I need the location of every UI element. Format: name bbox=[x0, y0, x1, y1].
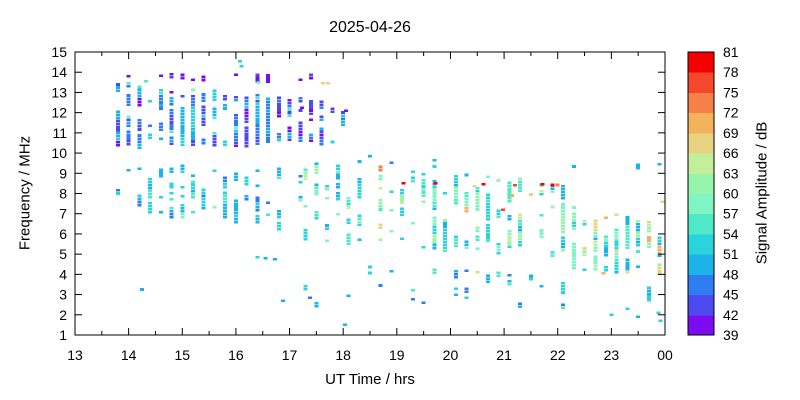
colorbar-tick-labels: 39 42 45 48 51 54 57 60 63 66 69 72 75 78 81 bbox=[723, 44, 739, 343]
svg-text:69: 69 bbox=[723, 125, 739, 141]
svg-text:7: 7 bbox=[59, 206, 67, 222]
svg-text:39: 39 bbox=[723, 327, 739, 343]
svg-text:66: 66 bbox=[723, 145, 739, 161]
svg-text:20: 20 bbox=[443, 347, 459, 363]
svg-text:8: 8 bbox=[59, 186, 67, 202]
svg-text:21: 21 bbox=[496, 347, 512, 363]
svg-text:78: 78 bbox=[723, 64, 739, 80]
svg-text:57: 57 bbox=[723, 206, 739, 222]
svg-text:51: 51 bbox=[723, 246, 739, 262]
svg-text:5: 5 bbox=[59, 246, 67, 262]
svg-text:4: 4 bbox=[59, 266, 67, 282]
svg-text:15: 15 bbox=[174, 347, 190, 363]
y-axis-label: Frequency / MHz bbox=[16, 135, 34, 251]
svg-text:1: 1 bbox=[59, 327, 67, 343]
svg-text:14: 14 bbox=[121, 347, 137, 363]
svg-text:6: 6 bbox=[59, 226, 67, 242]
svg-text:23: 23 bbox=[604, 347, 620, 363]
svg-text:12: 12 bbox=[51, 105, 67, 121]
svg-text:13: 13 bbox=[67, 347, 83, 363]
svg-text:75: 75 bbox=[723, 84, 739, 100]
svg-text:48: 48 bbox=[723, 266, 739, 282]
x-tick-labels: 13 14 15 16 17 18 19 20 21 22 23 00 bbox=[67, 347, 673, 363]
svg-text:2: 2 bbox=[59, 307, 67, 323]
colorbar bbox=[687, 51, 715, 336]
svg-text:11: 11 bbox=[52, 125, 67, 141]
svg-text:14: 14 bbox=[51, 64, 67, 80]
svg-text:15: 15 bbox=[51, 44, 67, 60]
plot-border bbox=[74, 51, 666, 336]
svg-text:18: 18 bbox=[335, 347, 351, 363]
svg-text:17: 17 bbox=[282, 347, 298, 363]
data-points bbox=[115, 59, 665, 327]
svg-text:72: 72 bbox=[723, 105, 739, 121]
svg-text:81: 81 bbox=[723, 44, 739, 60]
svg-text:54: 54 bbox=[723, 226, 739, 242]
svg-text:63: 63 bbox=[723, 165, 739, 181]
x-axis-label: UT Time / hrs bbox=[325, 371, 415, 388]
svg-text:60: 60 bbox=[723, 186, 739, 202]
svg-text:19: 19 bbox=[389, 347, 405, 363]
svg-text:13: 13 bbox=[51, 84, 67, 100]
svg-text:00: 00 bbox=[657, 347, 673, 363]
svg-text:42: 42 bbox=[723, 307, 739, 323]
svg-text:45: 45 bbox=[723, 287, 739, 303]
svg-text:16: 16 bbox=[228, 347, 244, 363]
svg-text:9: 9 bbox=[59, 165, 67, 181]
svg-text:22: 22 bbox=[550, 347, 566, 363]
chart-title: 2025-04-26 bbox=[329, 19, 411, 36]
colorbar-label: Signal Amplitude / dB bbox=[753, 121, 771, 265]
svg-text:10: 10 bbox=[51, 145, 67, 161]
svg-text:3: 3 bbox=[59, 287, 67, 303]
